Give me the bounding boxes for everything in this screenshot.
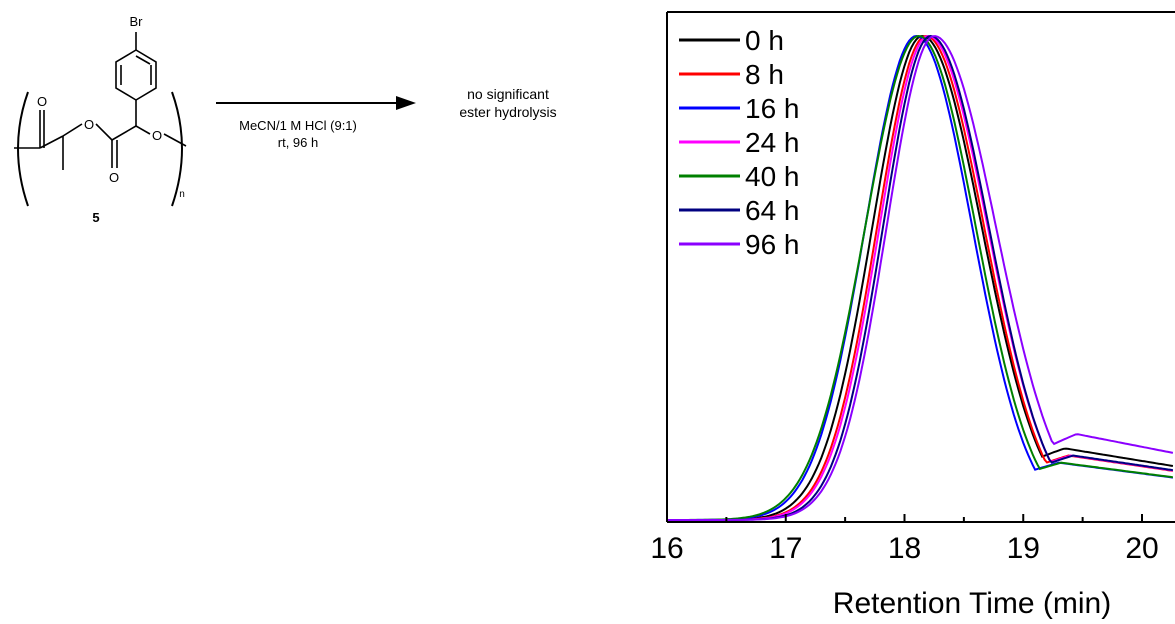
carbonyl-oxygen-label: O [37, 94, 47, 109]
conditions-line-2: rt, 96 h [278, 135, 318, 150]
chart-curves [667, 34, 1174, 521]
result-line-1: no significant [467, 86, 549, 102]
series-line-24-h [667, 34, 1174, 521]
right-bracket [171, 91, 183, 207]
legend-label-96-h: 96 h [745, 229, 800, 260]
series-line-96-h [667, 35, 1174, 521]
bromo-label: Br [130, 14, 144, 29]
x-tick-label-16: 16 [650, 532, 683, 565]
result-line-2: ester hydrolysis [459, 104, 556, 120]
legend-label-64-h: 64 h [745, 195, 800, 226]
repeat-subscript: n [179, 189, 185, 200]
legend-label-40-h: 40 h [745, 161, 800, 192]
reaction-scheme: Br O O O O n 5 MeCN/1 M HCl (9:1) rt, 96… [14, 14, 557, 225]
ether-oxygen-label: O [152, 128, 162, 143]
x-tick-label-18: 18 [888, 532, 921, 565]
polymer-backbone [14, 32, 187, 170]
gpc-chart: 16 17 18 19 20 0 h8 h16 h24 h40 h64 h96 h Re… [650, 11, 1175, 620]
ester-oxygen-label: O [84, 117, 94, 132]
carbonyl-oxygen-label-2: O [109, 170, 119, 185]
x-axis-ticks: 16 17 18 19 20 [650, 514, 1159, 565]
legend-label-24-h: 24 h [745, 127, 800, 158]
series-line-0-h [667, 35, 1174, 521]
chart-axes [666, 11, 1175, 523]
x-axis-label: Retention Time (min) [833, 587, 1111, 620]
series-line-40-h [667, 34, 1174, 521]
series-line-8-h [667, 34, 1174, 521]
legend-label-16-h: 16 h [745, 93, 800, 124]
legend-label-0-h: 0 h [745, 25, 784, 56]
chart-legend: 0 h8 h16 h24 h40 h64 h96 h [679, 25, 800, 260]
series-line-16-h [667, 34, 1174, 521]
conditions-line-1: MeCN/1 M HCl (9:1) [239, 118, 357, 133]
left-bracket [17, 91, 29, 207]
series-line-64-h [667, 34, 1174, 521]
x-tick-label-19: 19 [1007, 532, 1040, 565]
reaction-arrow [216, 96, 416, 110]
compound-number: 5 [92, 210, 99, 225]
x-tick-label-17: 17 [769, 532, 802, 565]
x-tick-label-20: 20 [1125, 532, 1158, 565]
legend-label-8-h: 8 h [745, 59, 784, 90]
